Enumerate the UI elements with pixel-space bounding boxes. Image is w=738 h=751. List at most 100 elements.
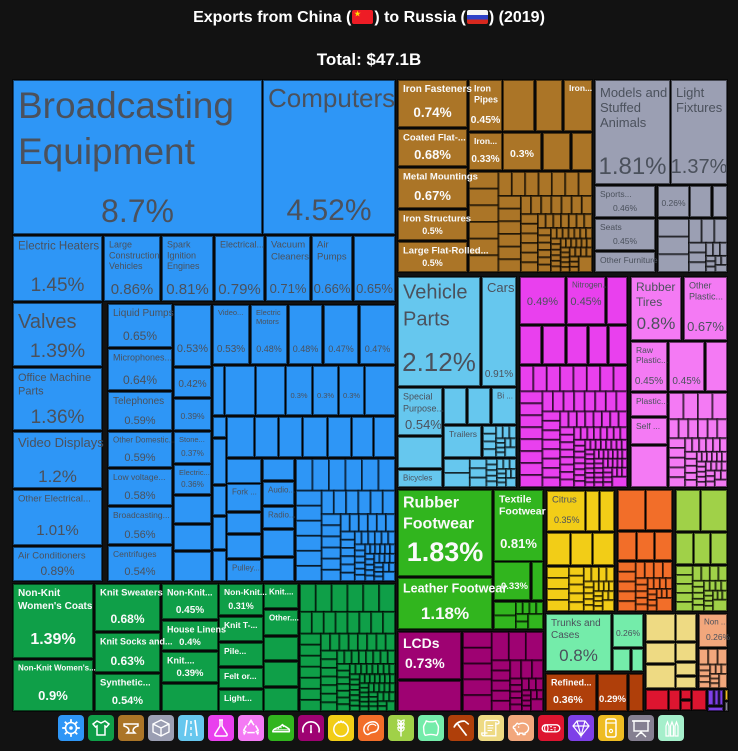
- svg-text:0.65%: 0.65%: [123, 329, 157, 343]
- svg-text:0.47%: 0.47%: [365, 344, 391, 354]
- svg-text:Microphones...: Microphones...: [113, 352, 172, 362]
- svg-text:0.67%: 0.67%: [414, 188, 451, 203]
- svg-text:0.3%: 0.3%: [343, 391, 360, 400]
- svg-text:0.8%: 0.8%: [637, 314, 676, 333]
- svg-text:0.81%: 0.81%: [166, 281, 209, 298]
- svg-text:Spark: Spark: [167, 239, 191, 249]
- svg-text:Other: Other: [689, 280, 712, 290]
- svg-text:Stuffed: Stuffed: [600, 100, 641, 115]
- svg-text:Non-Knit...: Non-Knit...: [167, 587, 213, 597]
- svg-text:Broadcasting: Broadcasting: [18, 85, 234, 126]
- svg-text:Large: Large: [109, 239, 132, 249]
- svg-text:1.45%: 1.45%: [31, 275, 85, 296]
- svg-text:2.12%: 2.12%: [402, 347, 476, 377]
- svg-text:0.48%: 0.48%: [293, 344, 319, 354]
- svg-text:0.8%: 0.8%: [559, 646, 598, 665]
- svg-text:0.46%: 0.46%: [613, 203, 638, 213]
- svg-text:LCDs: LCDs: [403, 635, 440, 651]
- svg-text:0.45%: 0.45%: [471, 114, 501, 126]
- svg-text:Rubber: Rubber: [636, 280, 675, 294]
- svg-text:0.4%: 0.4%: [179, 637, 201, 648]
- svg-text:Vacuum: Vacuum: [271, 240, 305, 251]
- svg-text:0.39%: 0.39%: [177, 668, 204, 679]
- svg-text:0.49%: 0.49%: [527, 296, 558, 308]
- svg-text:0.47%: 0.47%: [328, 344, 354, 354]
- svg-text:Telephones: Telephones: [113, 396, 164, 407]
- svg-text:Non-Knit Women's...: Non-Knit Women's...: [18, 663, 96, 672]
- svg-text:0.26%: 0.26%: [661, 198, 686, 208]
- svg-text:Pumps: Pumps: [317, 251, 347, 262]
- svg-text:0.5%: 0.5%: [422, 226, 443, 236]
- svg-text:0.68%: 0.68%: [110, 612, 144, 626]
- svg-text:Parts: Parts: [18, 386, 44, 398]
- svg-text:Centrifuges: Centrifuges: [113, 549, 156, 559]
- svg-text:Fork ...: Fork ...: [232, 487, 257, 496]
- svg-text:Air Conditioners: Air Conditioners: [18, 551, 86, 562]
- svg-text:0.71%: 0.71%: [270, 281, 307, 296]
- svg-text:0.5%: 0.5%: [422, 258, 443, 268]
- svg-text:1.2%: 1.2%: [38, 467, 77, 486]
- svg-text:Light: Light: [676, 85, 705, 100]
- svg-text:Models and: Models and: [600, 85, 667, 100]
- svg-text:Cleaners: Cleaners: [271, 251, 309, 262]
- svg-text:0.63%: 0.63%: [110, 654, 144, 668]
- svg-text:Trailers: Trailers: [449, 429, 477, 439]
- svg-text:Other Furniture: Other Furniture: [600, 255, 658, 265]
- svg-text:Iron...: Iron...: [474, 136, 497, 146]
- svg-text:Construction: Construction: [109, 250, 160, 260]
- svg-text:Ignition: Ignition: [167, 250, 196, 260]
- svg-text:0.79%: 0.79%: [218, 281, 261, 298]
- svg-text:0.29%: 0.29%: [599, 694, 626, 705]
- svg-text:Purpose...: Purpose...: [403, 403, 444, 413]
- svg-text:1.36%: 1.36%: [31, 407, 85, 428]
- svg-text:Video...: Video...: [218, 308, 243, 317]
- svg-text:Stone...: Stone...: [179, 435, 205, 444]
- svg-text:1.39%: 1.39%: [30, 340, 85, 362]
- svg-text:0.89%: 0.89%: [40, 564, 74, 578]
- svg-text:Motors: Motors: [256, 317, 279, 326]
- svg-text:0.31%: 0.31%: [228, 601, 254, 611]
- svg-text:Iron: Iron: [474, 83, 491, 93]
- svg-text:Pipes: Pipes: [474, 94, 498, 104]
- svg-text:Fixtures: Fixtures: [676, 100, 723, 115]
- svg-text:Engines: Engines: [167, 261, 200, 271]
- svg-text:0.64%: 0.64%: [123, 373, 157, 387]
- svg-text:Vehicles: Vehicles: [109, 261, 143, 271]
- svg-text:Trunks and: Trunks and: [551, 618, 601, 629]
- svg-text:Video Displays: Video Displays: [18, 435, 104, 450]
- svg-text:8.7%: 8.7%: [101, 193, 174, 229]
- svg-text:Tires: Tires: [636, 295, 662, 309]
- svg-text:Non ...: Non ...: [704, 617, 728, 626]
- svg-text:0.54%: 0.54%: [405, 417, 442, 432]
- svg-text:0.73%: 0.73%: [405, 655, 445, 671]
- svg-text:0.54%: 0.54%: [124, 566, 155, 578]
- svg-text:1.01%: 1.01%: [36, 522, 79, 539]
- svg-text:Raw: Raw: [636, 345, 654, 355]
- svg-text:0.66%: 0.66%: [314, 281, 351, 296]
- svg-text:Broadcasting...: Broadcasting...: [113, 510, 170, 520]
- svg-text:Radio...: Radio...: [268, 510, 296, 519]
- svg-text:Iron Fasteners: Iron Fasteners: [403, 84, 472, 95]
- svg-text:Electric: Electric: [256, 308, 281, 317]
- svg-text:Electric Heaters: Electric Heaters: [18, 241, 99, 253]
- svg-text:Seats: Seats: [600, 222, 622, 232]
- svg-text:Iron Structures: Iron Structures: [403, 214, 471, 225]
- svg-text:0.53%: 0.53%: [177, 343, 208, 355]
- svg-text:0.59%: 0.59%: [124, 415, 155, 427]
- svg-text:1.18%: 1.18%: [421, 604, 469, 623]
- svg-text:House Linens: House Linens: [167, 624, 226, 634]
- svg-text:0.53%: 0.53%: [217, 344, 245, 355]
- svg-text:0.68%: 0.68%: [414, 147, 451, 162]
- svg-text:Footwear: Footwear: [403, 516, 474, 533]
- svg-text:1.83%: 1.83%: [407, 537, 484, 567]
- svg-text:0.86%: 0.86%: [111, 281, 154, 298]
- svg-text:0.9%: 0.9%: [38, 688, 68, 703]
- svg-text:Knit Sweaters: Knit Sweaters: [100, 588, 163, 599]
- svg-text:Iron...: Iron...: [569, 83, 592, 93]
- svg-text:Bicycles: Bicycles: [403, 473, 432, 482]
- svg-text:Knit....: Knit....: [167, 655, 195, 665]
- svg-text:Cases: Cases: [551, 630, 579, 641]
- svg-text:Liquid Pumps: Liquid Pumps: [113, 308, 174, 319]
- svg-text:1.39%: 1.39%: [30, 631, 75, 648]
- svg-text:Leather Footwear: Leather Footwear: [403, 582, 507, 596]
